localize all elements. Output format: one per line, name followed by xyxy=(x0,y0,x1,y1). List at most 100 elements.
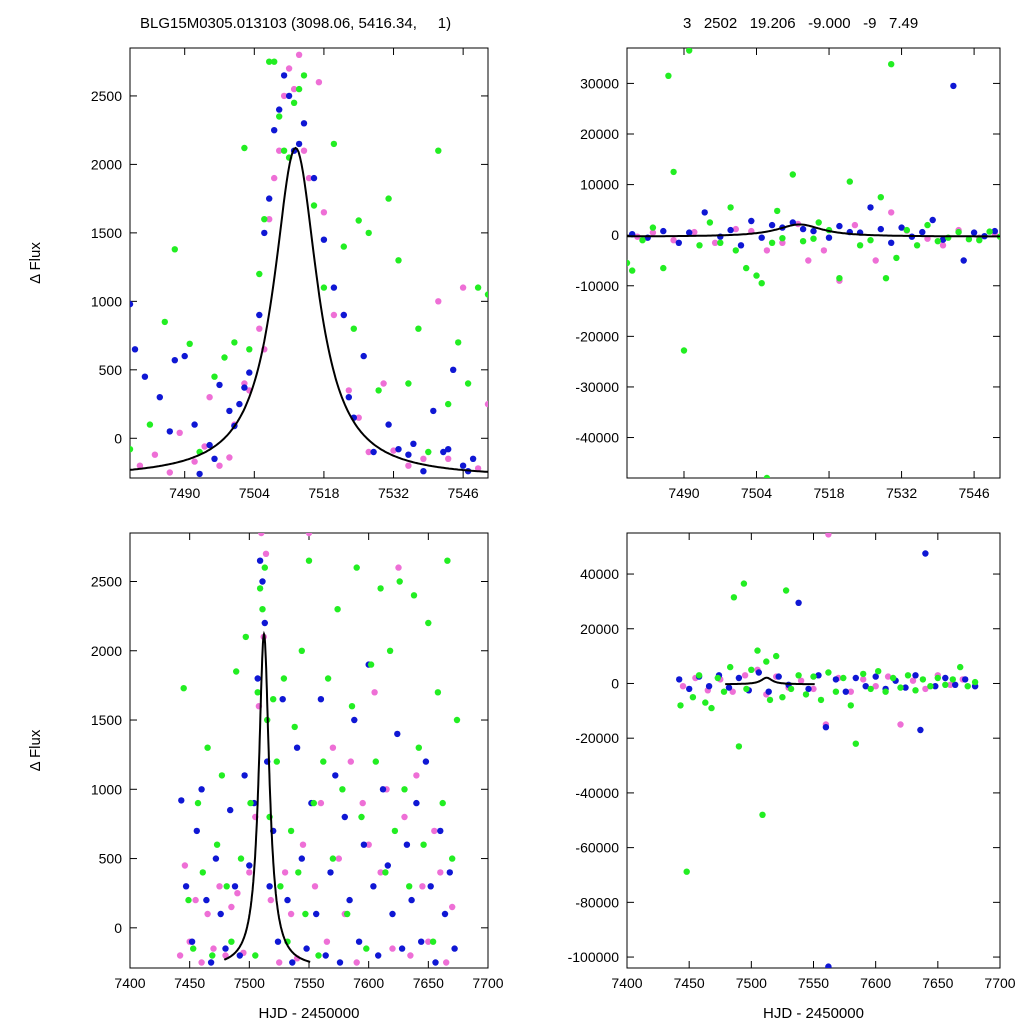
data-point-green xyxy=(324,675,332,682)
x-axis-label: HJD - 2450000 xyxy=(763,1005,864,1022)
x-tick-label: 7490 xyxy=(668,485,699,501)
data-point-green xyxy=(875,668,882,675)
data-point-pink xyxy=(805,257,812,264)
data-point-blue xyxy=(932,683,939,690)
data-point-pink xyxy=(198,959,205,966)
data-point-pink xyxy=(345,387,352,394)
data-point-pink xyxy=(226,454,233,461)
data-point-blue xyxy=(942,674,949,682)
data-point-blue xyxy=(775,673,782,680)
data-point-blue xyxy=(398,945,406,952)
data-point-pink xyxy=(413,772,420,779)
data-point-pink xyxy=(176,429,183,436)
data-point-green xyxy=(957,663,964,671)
data-point-blue xyxy=(327,869,334,876)
data-point-blue xyxy=(310,174,318,182)
data-point-pink xyxy=(437,869,444,876)
data-point-green xyxy=(231,339,238,346)
data-point-pink xyxy=(335,855,342,862)
data-point-green xyxy=(735,743,743,750)
data-point-blue xyxy=(805,685,812,693)
x-tick-label: 7500 xyxy=(234,975,265,991)
y-tick-label: 2000 xyxy=(91,156,122,172)
data-point-green xyxy=(484,291,488,298)
data-point-green xyxy=(686,48,693,54)
data-point-blue xyxy=(274,938,282,945)
data-point-green xyxy=(768,239,776,246)
data-point-green xyxy=(221,354,228,361)
data-point-blue xyxy=(313,910,320,918)
data-point-green xyxy=(280,147,288,154)
data-point-pink xyxy=(474,465,482,472)
data-point-green xyxy=(405,380,412,387)
x-tick-label: 7700 xyxy=(472,975,503,991)
data-point-pink xyxy=(347,758,354,765)
data-point-blue xyxy=(962,676,969,683)
data-point-blue xyxy=(191,421,198,428)
y-tick-label: 2000 xyxy=(91,643,122,659)
data-point-green xyxy=(702,699,709,706)
data-point-blue xyxy=(171,357,178,364)
star-id-header: BLG15M0305.013103 (3098.06, 5416.34, 1) xyxy=(140,15,452,32)
data-point-pink xyxy=(228,903,235,911)
data-point-green xyxy=(903,226,910,234)
data-point-green xyxy=(852,740,859,747)
data-point-green xyxy=(708,704,715,712)
data-point-green xyxy=(464,380,472,387)
data-point-green xyxy=(753,272,760,279)
data-point-green xyxy=(375,387,382,394)
data-point-blue xyxy=(293,744,301,751)
data-point-pink xyxy=(691,228,698,236)
data-point-blue xyxy=(912,672,919,679)
data-point-pink xyxy=(939,242,947,249)
x-tick-label: 7400 xyxy=(114,975,145,991)
x-tick-label: 7490 xyxy=(169,485,200,501)
x-tick-label: 7504 xyxy=(741,485,772,501)
data-point-pink xyxy=(380,380,387,387)
data-point-pink xyxy=(276,959,283,966)
data-point-pink xyxy=(151,451,159,458)
data-point-green xyxy=(435,147,442,154)
data-point-green xyxy=(680,347,688,354)
data-point-pink xyxy=(371,689,378,696)
data-point-blue xyxy=(222,945,229,952)
data-point-green xyxy=(382,869,389,876)
data-point-blue xyxy=(389,910,396,918)
data-point-pink xyxy=(281,869,289,876)
data-point-blue xyxy=(939,236,947,243)
data-point-green xyxy=(836,275,843,282)
data-point-green xyxy=(986,228,993,235)
data-point-green xyxy=(727,204,734,211)
data-point-pink xyxy=(484,400,488,408)
data-point-green xyxy=(171,246,178,253)
panel-top-left: 7490 7504 7518 7532 7546 0 500 1000 1500 2000 2500… xyxy=(27,47,489,501)
data-point-pink xyxy=(909,677,917,684)
data-point-blue xyxy=(300,120,308,127)
data-point-green xyxy=(305,557,313,564)
data-point-green xyxy=(727,663,734,671)
data-point-green xyxy=(627,259,631,267)
data-point-blue xyxy=(279,696,286,703)
data-point-pink xyxy=(401,813,408,821)
data-point-green xyxy=(773,652,780,660)
data-point-green xyxy=(290,99,298,107)
data-point-green xyxy=(348,703,356,710)
data-point-green xyxy=(420,841,427,848)
data-point-green xyxy=(810,673,817,680)
x-tick-label: 7700 xyxy=(984,975,1015,991)
data-point-blue xyxy=(181,352,188,360)
data-point-blue xyxy=(384,862,391,869)
data-point-pink xyxy=(445,455,452,462)
data-point-green xyxy=(717,239,724,246)
data-point-green xyxy=(942,681,949,688)
data-point-pink xyxy=(810,685,817,693)
data-point-green xyxy=(391,827,399,835)
data-point-green xyxy=(320,284,328,291)
data-point-green xyxy=(395,257,402,264)
data-point-pink xyxy=(395,564,402,571)
data-point-blue xyxy=(216,381,223,389)
data-point-blue xyxy=(280,72,288,79)
x-tick-label: 7532 xyxy=(378,485,409,501)
data-point-green xyxy=(199,869,206,876)
data-point-green xyxy=(223,883,230,890)
